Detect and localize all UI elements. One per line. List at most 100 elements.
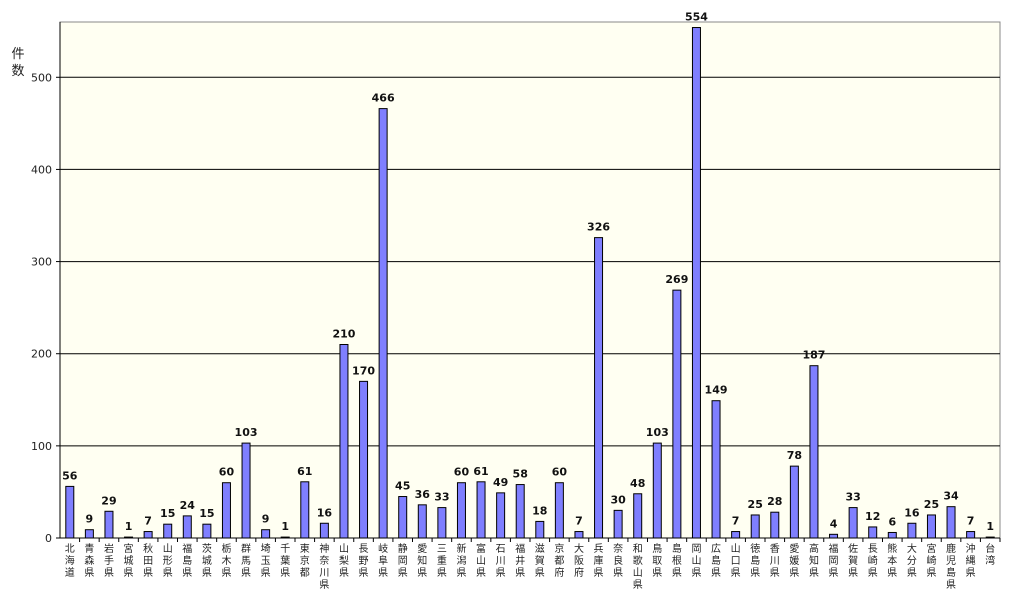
bar-岩手県 xyxy=(104,510,114,539)
bar-神奈川県 xyxy=(319,522,329,539)
data-label: 78 xyxy=(787,449,802,462)
data-label: 7 xyxy=(732,515,740,528)
data-label: 61 xyxy=(473,465,488,478)
data-label: 149 xyxy=(705,384,728,397)
x-tick-label: 福島県 xyxy=(182,542,192,579)
bar-三重県 xyxy=(437,507,447,539)
data-label: 56 xyxy=(62,469,78,482)
bar-北海道 xyxy=(65,485,75,539)
bar-鳥取県 xyxy=(652,442,662,539)
x-tick-label: 徳島県 xyxy=(750,542,760,579)
bar-台湾 xyxy=(985,536,995,539)
data-label: 7 xyxy=(144,515,152,528)
data-label: 103 xyxy=(235,426,258,439)
y-tick-label: 200 xyxy=(31,348,52,361)
bar-奈良県 xyxy=(613,509,623,539)
x-tick-label: 宮城県 xyxy=(124,542,134,579)
x-tick-label: 新潟県 xyxy=(456,542,466,579)
x-tick-label: 岩手県 xyxy=(104,542,114,579)
x-tick-label: 三重県 xyxy=(437,544,447,579)
data-label: 9 xyxy=(262,513,270,526)
bar-山形県 xyxy=(163,523,173,539)
data-label: 36 xyxy=(415,488,431,501)
x-tick-label: 千葉県 xyxy=(280,543,290,579)
bar-佐賀県 xyxy=(848,507,858,539)
x-tick-label: 熊本県 xyxy=(887,542,897,579)
x-tick-label: 北海道 xyxy=(65,543,75,579)
data-label: 15 xyxy=(160,507,175,520)
x-tick-label: 岡山県 xyxy=(691,543,701,579)
data-label: 4 xyxy=(830,517,838,530)
data-label: 269 xyxy=(665,273,688,286)
data-label: 25 xyxy=(924,498,939,511)
x-tick-label: 長崎県 xyxy=(868,543,878,579)
x-tick-label: 兵庫県 xyxy=(594,542,604,579)
bar-福島県 xyxy=(182,515,192,539)
x-tick-label: 神奈川県 xyxy=(319,542,329,591)
data-label: 326 xyxy=(587,221,610,234)
bar-宮崎県 xyxy=(926,514,936,539)
data-label: 466 xyxy=(372,92,395,105)
bar-宮城県 xyxy=(124,536,134,539)
x-tick-label: 鹿児島県 xyxy=(946,542,956,591)
bar-長野県 xyxy=(359,380,369,539)
data-label: 12 xyxy=(865,510,880,523)
x-tick-label: 福井県 xyxy=(515,542,525,579)
x-tick-label: 奈良県 xyxy=(613,542,623,579)
x-tick-label: 佐賀県 xyxy=(848,543,858,579)
x-tick-label: 和歌山県 xyxy=(633,543,643,591)
x-tick-label: 滋賀県 xyxy=(535,542,545,579)
bar-和歌山県 xyxy=(633,493,643,539)
y-tick-label: 100 xyxy=(31,440,52,453)
data-label: 61 xyxy=(297,465,312,478)
x-tick-label: 東京都 xyxy=(300,542,310,579)
data-label: 1 xyxy=(986,520,994,533)
data-label: 554 xyxy=(685,11,708,24)
x-tick-label: 台湾 xyxy=(985,542,995,567)
data-label: 16 xyxy=(904,506,920,519)
bar-愛知県 xyxy=(417,504,427,539)
bar-富山県 xyxy=(476,481,486,539)
bar-京都府 xyxy=(554,482,564,539)
data-label: 28 xyxy=(767,495,782,508)
data-label: 6 xyxy=(888,515,896,528)
x-tick-label: 富山県 xyxy=(476,542,486,579)
plot-area xyxy=(59,21,1001,539)
bar-群馬県 xyxy=(241,442,251,539)
x-tick-label: 岐阜県 xyxy=(378,542,388,579)
x-tick-label: 栃木県 xyxy=(221,542,231,579)
x-tick-label: 福岡県 xyxy=(829,542,839,579)
x-tick-label: 青森県 xyxy=(84,542,94,579)
y-tick-label: 300 xyxy=(31,256,52,269)
data-label: 170 xyxy=(352,364,375,377)
data-label: 24 xyxy=(180,499,196,512)
bar-秋田県 xyxy=(143,531,153,539)
data-label: 15 xyxy=(199,507,214,520)
data-label: 25 xyxy=(748,498,763,511)
y-tick-label: 500 xyxy=(31,71,52,84)
bar-愛媛県 xyxy=(789,465,799,539)
bar-広島県 xyxy=(711,400,721,539)
x-tick-label: 宮崎県 xyxy=(926,542,936,579)
bar-大阪府 xyxy=(574,531,584,539)
x-tick-label: 大分県 xyxy=(907,542,917,579)
bar-島根県 xyxy=(672,289,682,539)
x-tick-label: 香川県 xyxy=(770,543,780,579)
data-label: 60 xyxy=(454,466,470,479)
x-tick-label: 大阪府 xyxy=(574,542,584,579)
x-tick-label: 石川県 xyxy=(496,544,506,579)
data-label: 9 xyxy=(86,513,94,526)
data-label: 29 xyxy=(101,494,116,507)
x-tick-label: 京都府 xyxy=(554,542,564,579)
bar-大分県 xyxy=(907,522,917,539)
bar-栃木県 xyxy=(221,482,231,539)
y-axis-label: 件数 xyxy=(11,47,25,79)
x-tick-label: 鳥取県 xyxy=(652,542,662,579)
bar-福井県 xyxy=(515,484,525,539)
data-label: 18 xyxy=(532,504,547,517)
bar-新潟県 xyxy=(456,482,466,539)
data-label: 30 xyxy=(610,493,626,506)
x-tick-label: 山形県 xyxy=(163,543,173,579)
data-label: 58 xyxy=(513,468,528,481)
bar-兵庫県 xyxy=(594,237,604,539)
